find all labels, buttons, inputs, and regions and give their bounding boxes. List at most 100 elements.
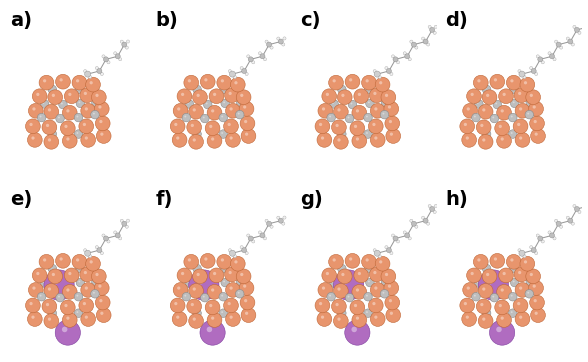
Circle shape [526, 99, 534, 107]
Circle shape [196, 94, 200, 97]
Circle shape [245, 312, 248, 315]
Circle shape [247, 234, 250, 237]
Circle shape [235, 290, 244, 298]
Circle shape [97, 68, 102, 73]
Circle shape [350, 121, 365, 136]
Circle shape [193, 90, 208, 105]
Circle shape [500, 109, 504, 113]
Circle shape [528, 101, 530, 103]
Circle shape [338, 287, 340, 291]
Circle shape [499, 268, 513, 283]
Circle shape [378, 254, 381, 258]
Circle shape [463, 283, 477, 297]
Circle shape [283, 216, 286, 219]
Circle shape [330, 100, 338, 108]
Circle shape [239, 101, 254, 116]
Circle shape [322, 286, 325, 290]
Circle shape [509, 309, 517, 317]
Circle shape [29, 123, 33, 126]
Circle shape [85, 316, 88, 319]
Circle shape [59, 78, 63, 81]
Circle shape [83, 271, 87, 274]
Circle shape [490, 74, 505, 89]
Circle shape [75, 85, 83, 94]
Circle shape [389, 299, 392, 302]
Circle shape [530, 246, 533, 249]
Circle shape [380, 110, 389, 119]
Circle shape [64, 304, 68, 307]
Circle shape [530, 129, 546, 143]
Circle shape [66, 138, 69, 140]
Circle shape [43, 79, 46, 83]
Circle shape [265, 40, 268, 43]
Circle shape [28, 132, 42, 147]
Circle shape [241, 129, 256, 143]
Circle shape [410, 40, 413, 43]
Circle shape [560, 46, 563, 49]
Circle shape [497, 134, 512, 148]
Circle shape [83, 249, 86, 252]
Circle shape [348, 100, 357, 109]
Circle shape [240, 246, 243, 249]
Circle shape [390, 252, 393, 254]
Circle shape [338, 317, 340, 321]
Circle shape [525, 110, 533, 119]
Circle shape [340, 311, 342, 313]
Circle shape [44, 283, 59, 298]
Circle shape [121, 219, 123, 222]
Circle shape [530, 67, 533, 70]
Circle shape [238, 113, 239, 114]
Circle shape [95, 94, 99, 97]
Circle shape [364, 130, 372, 138]
Circle shape [85, 136, 88, 140]
Circle shape [28, 312, 42, 327]
Circle shape [29, 302, 33, 305]
Circle shape [81, 132, 95, 147]
Circle shape [75, 264, 83, 273]
Circle shape [515, 312, 530, 327]
Circle shape [245, 132, 248, 136]
Circle shape [386, 129, 400, 143]
Circle shape [356, 138, 359, 140]
Circle shape [475, 100, 483, 108]
Circle shape [383, 101, 385, 103]
Circle shape [375, 77, 390, 92]
Circle shape [480, 124, 483, 127]
Circle shape [366, 258, 369, 262]
Circle shape [76, 79, 79, 83]
Circle shape [80, 88, 95, 103]
Circle shape [510, 79, 513, 83]
Circle shape [373, 70, 376, 73]
Circle shape [184, 254, 199, 269]
Circle shape [554, 40, 557, 43]
Circle shape [28, 283, 43, 297]
Circle shape [477, 79, 480, 83]
Circle shape [99, 120, 102, 123]
Circle shape [338, 108, 340, 111]
Circle shape [221, 311, 223, 313]
Circle shape [32, 286, 36, 290]
Circle shape [240, 94, 243, 97]
Circle shape [354, 304, 357, 307]
Circle shape [85, 286, 88, 290]
Circle shape [56, 114, 64, 123]
Circle shape [64, 268, 79, 283]
Circle shape [350, 282, 352, 283]
Circle shape [278, 39, 283, 44]
Circle shape [193, 108, 196, 111]
Text: h): h) [445, 190, 467, 209]
Circle shape [428, 25, 431, 29]
Circle shape [477, 102, 479, 104]
Circle shape [352, 134, 367, 148]
Text: a): a) [11, 11, 32, 30]
Circle shape [172, 312, 187, 327]
Circle shape [203, 100, 212, 109]
Circle shape [327, 292, 335, 301]
Circle shape [122, 221, 127, 226]
Circle shape [76, 278, 85, 287]
Circle shape [229, 271, 232, 274]
Circle shape [354, 125, 357, 128]
Circle shape [193, 317, 196, 321]
Circle shape [515, 104, 530, 118]
Circle shape [201, 253, 215, 268]
